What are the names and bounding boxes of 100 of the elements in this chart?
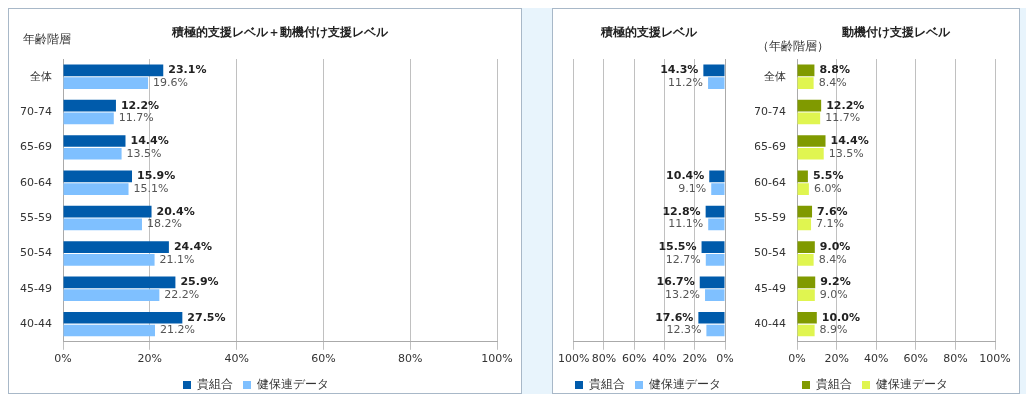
data-label: 7.6%: [817, 204, 848, 218]
data-label: 11.2%: [668, 75, 704, 89]
x-tick-label: 0%: [716, 352, 734, 366]
chart-title: 積極的支援レベル＋動機付け支援レベル: [171, 25, 389, 40]
data-label: 12.3%: [666, 323, 702, 337]
x-tick-label: 100%: [558, 352, 590, 366]
x-tick-label: 80%: [591, 352, 617, 366]
data-label: 11.1%: [668, 217, 704, 231]
x-tick-label: 60%: [903, 352, 929, 366]
bar: [706, 324, 725, 337]
bar: [63, 253, 155, 266]
y-tick-label: 40-44: [754, 316, 786, 330]
y-tick-label: 65-69: [754, 140, 786, 154]
bar: [698, 311, 725, 324]
bar: [797, 112, 821, 125]
legend-label: 健保連データ: [876, 377, 948, 392]
bar: [797, 147, 824, 160]
x-tick-label: 20%: [824, 352, 849, 366]
bar: [797, 241, 815, 253]
bar: [63, 135, 126, 147]
data-label: 23.1%: [168, 63, 207, 77]
bar: [63, 99, 116, 112]
bar: [63, 170, 133, 183]
bar: [797, 64, 815, 77]
y-tick-label: 60-64: [754, 175, 786, 189]
bar: [797, 205, 813, 218]
data-label: 17.6%: [655, 310, 694, 324]
data-label: 11.7%: [825, 111, 861, 125]
data-label: 8.4%: [818, 75, 847, 89]
data-label: 13.5%: [828, 146, 864, 160]
y-tick-label: 45-49: [20, 281, 52, 295]
x-tick-label: 40%: [863, 352, 889, 366]
bar: [705, 289, 725, 301]
data-label: 7.1%: [816, 217, 845, 231]
data-label: 18.2%: [146, 217, 182, 231]
y-tick-label: 45-49: [754, 281, 786, 295]
data-label: 19.6%: [153, 75, 189, 89]
data-label: 13.2%: [665, 288, 701, 301]
y-tick-label: 50-54: [754, 246, 786, 260]
data-label: 5.5%: [812, 169, 844, 183]
bar: [703, 64, 725, 77]
x-tick-label: 40%: [224, 352, 249, 366]
y-tick-label: 55-59: [754, 210, 786, 224]
x-tick-label: 0%: [788, 352, 806, 366]
bar: [701, 241, 725, 253]
data-label: 14.4%: [830, 133, 869, 147]
bar: [63, 276, 176, 289]
data-label: 11.7%: [118, 111, 154, 125]
bar: [63, 218, 142, 231]
bar: [797, 276, 816, 289]
bar: [708, 218, 725, 231]
y-tick-label: 50-54: [20, 246, 52, 260]
bar: [797, 170, 808, 183]
data-label: 9.2%: [820, 275, 851, 289]
data-label: 9.0%: [819, 288, 848, 301]
data-label: 6.0%: [813, 181, 842, 195]
data-label: 14.4%: [130, 133, 169, 147]
bar: [63, 241, 169, 253]
data-label: 12.2%: [120, 98, 160, 112]
data-label: 12.8%: [662, 204, 701, 218]
bar: [797, 77, 814, 89]
bar: [797, 324, 815, 337]
bar: [708, 77, 725, 89]
bar: [63, 112, 114, 125]
y-tick-label: 65-69: [20, 140, 52, 154]
bar: [63, 64, 164, 77]
bar: [63, 77, 149, 89]
x-tick-label: 60%: [622, 352, 647, 366]
data-label: 13.5%: [126, 146, 162, 160]
data-label: 8.4%: [818, 252, 847, 266]
bar: [797, 99, 822, 112]
data-label: 21.2%: [160, 323, 195, 337]
bar: [797, 183, 809, 195]
bar: [797, 218, 812, 231]
bar: [63, 205, 152, 218]
bar: [63, 183, 129, 195]
bar: [797, 289, 815, 301]
data-label: 15.1%: [133, 181, 169, 195]
data-label: 20.4%: [156, 204, 195, 218]
data-label: 22.2%: [164, 288, 200, 301]
x-tick-label: 0%: [54, 352, 72, 366]
legend-label: 貴組合: [197, 377, 233, 392]
bar: [705, 205, 725, 218]
legend-label: 貴組合: [816, 377, 852, 392]
data-label: 24.4%: [173, 239, 213, 253]
data-label: 14.3%: [660, 63, 699, 77]
data-label: 15.5%: [658, 239, 697, 253]
x-tick-label: 80%: [397, 352, 423, 366]
data-label: 27.5%: [187, 310, 226, 324]
data-label: 16.7%: [656, 275, 695, 289]
bar: [63, 147, 122, 160]
legend-label: 貴組合: [589, 377, 625, 392]
data-label: 8.8%: [819, 63, 850, 77]
data-label: 10.0%: [821, 310, 860, 324]
bar: [797, 311, 817, 324]
data-label: 21.1%: [159, 252, 195, 266]
x-tick-label: 100%: [979, 352, 1011, 366]
y-tick-label: 60-64: [20, 175, 52, 189]
data-label: 25.9%: [180, 275, 219, 289]
bar: [797, 253, 814, 266]
